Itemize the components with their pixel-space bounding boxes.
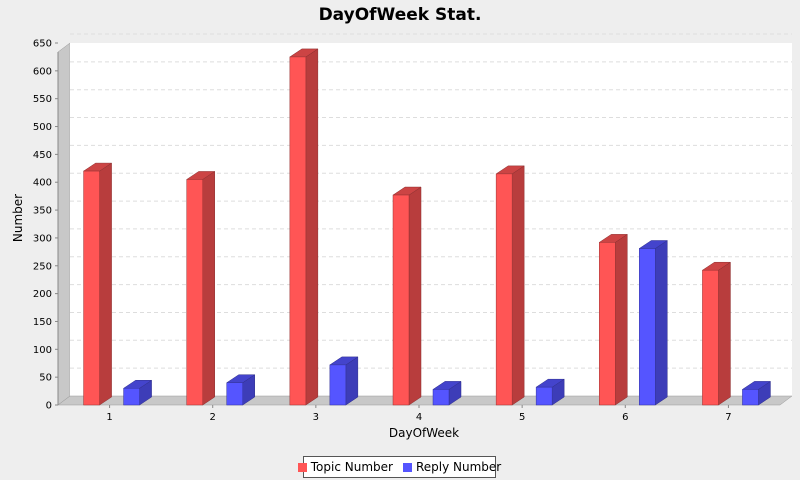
bar-reply-1 <box>122 379 153 406</box>
legend-label-reply: Reply Number <box>415 460 502 474</box>
bar-front-face <box>226 382 243 406</box>
bar-front-face <box>599 242 616 406</box>
bar-topic-5 <box>495 165 525 406</box>
x-tick-label: 3 <box>313 412 319 423</box>
bar-side-face <box>615 233 628 406</box>
bar-topic-4 <box>392 186 422 406</box>
legend-item-topic: Topic Number <box>297 460 393 474</box>
bar-reply-6 <box>638 240 669 406</box>
bar-front-face <box>432 389 450 406</box>
bars <box>82 48 772 406</box>
bar-reply-4 <box>432 380 462 406</box>
y-tick-label: 400 <box>33 178 52 189</box>
bar-reply-2 <box>225 374 256 406</box>
left-wall <box>57 42 71 406</box>
legend-swatch-topic <box>297 462 307 472</box>
bar-topic-7 <box>701 261 732 406</box>
bar-side-face <box>718 261 731 406</box>
y-tick-label: 0 <box>46 401 52 412</box>
bar-front-face <box>495 173 513 406</box>
plot-area <box>57 42 793 406</box>
bar-topic-1 <box>82 162 113 406</box>
y-tick-label: 350 <box>33 206 52 217</box>
y-tick-label: 650 <box>33 39 52 50</box>
floor <box>57 395 793 406</box>
y-axis-label: Number <box>11 194 25 242</box>
y-tick-label: 150 <box>33 317 52 328</box>
back-wall <box>70 43 792 396</box>
bar-side-face <box>511 165 525 406</box>
bar-front-face <box>289 56 307 406</box>
bar-reply-7 <box>741 380 772 406</box>
bar-side-face <box>655 240 668 406</box>
bar-reply-5 <box>535 378 565 406</box>
y-tick-label: 600 <box>33 66 52 77</box>
legend-swatch-reply <box>402 462 412 472</box>
bar-front-face <box>392 194 410 406</box>
bar-front-face <box>702 269 719 406</box>
bar-front-face <box>329 364 347 406</box>
y-tick-label: 100 <box>33 345 52 356</box>
bar-side-face <box>202 170 215 406</box>
bar-front-face <box>742 389 759 406</box>
bar-side-face <box>305 48 319 406</box>
chart-title: DayOfWeek Stat. <box>319 5 482 25</box>
bar-topic-3 <box>289 48 319 406</box>
y-tick-label: 250 <box>33 261 52 272</box>
bar-topic-2 <box>185 170 216 406</box>
bar-side-face <box>345 356 359 406</box>
bar-side-face <box>408 186 422 406</box>
legend-label-topic: Topic Number <box>310 460 393 474</box>
bar-front-face <box>535 386 553 406</box>
y-axis-ticks: 0 50 100 150 200 250 300 350 400 450 500 550 600 650 <box>33 39 58 412</box>
x-tick-label: 7 <box>725 412 731 423</box>
y-tick-label: 450 <box>33 150 52 161</box>
x-axis-label: DayOfWeek <box>389 426 459 440</box>
x-tick-label: 4 <box>416 412 422 423</box>
bar-reply-3 <box>329 356 359 406</box>
bar-topic-6 <box>598 233 629 406</box>
bar-side-face <box>99 162 112 406</box>
y-tick-label: 300 <box>33 233 52 244</box>
y-tick-label: 550 <box>33 94 52 105</box>
x-tick-label: 5 <box>519 412 525 423</box>
y-tick-label: 200 <box>33 289 52 300</box>
x-tick-label: 2 <box>210 412 216 423</box>
bar-front-face <box>123 388 140 406</box>
y-tick-label: 50 <box>39 373 52 384</box>
legend-item-reply: Reply Number <box>402 460 502 474</box>
legend: Topic Number Reply Number <box>297 456 501 478</box>
y-tick-label: 500 <box>33 122 52 133</box>
x-tick-label: 1 <box>106 412 112 423</box>
bar-front-face <box>186 179 203 406</box>
bar-front-face <box>639 248 656 406</box>
bar-front-face <box>83 170 100 406</box>
x-tick-label: 6 <box>622 412 628 423</box>
x-axis-ticks: 1 2 3 4 5 6 7 <box>106 405 732 423</box>
